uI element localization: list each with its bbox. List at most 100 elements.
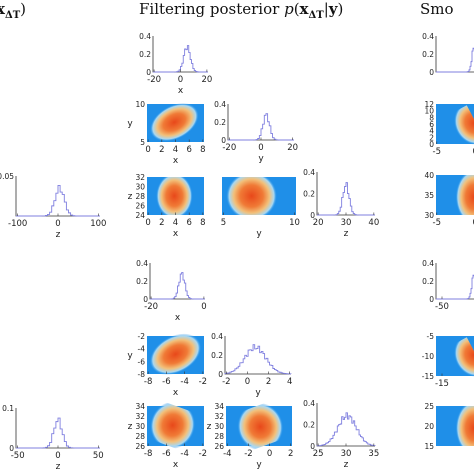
ytick-label-F2-yz: 32 xyxy=(214,412,224,421)
xtick-label-F1-x: 0 xyxy=(178,75,183,85)
ytick-label-F1-x: 0.2 xyxy=(139,50,151,59)
xtick-label-F1-yz: 10 xyxy=(289,218,300,228)
ytick-label-F2-z: 0 xyxy=(310,442,315,451)
ytick-label-S2-xy: -5 xyxy=(427,332,435,341)
xtick-label-L2-z: 0 xyxy=(55,451,60,461)
ytick-label-S2-x: 0 xyxy=(429,295,434,304)
xtick-label-F1-xz: 2 xyxy=(159,218,164,228)
histogram-F1-x xyxy=(153,45,208,73)
axes-F2-y xyxy=(224,336,291,375)
ytick-label-F1-xz: 26 xyxy=(135,202,145,211)
xtick-label-F1-x: 20 xyxy=(201,75,212,85)
axes-F1-z xyxy=(316,172,375,216)
xtick-label-F1-xz: 0 xyxy=(145,218,150,228)
ytick-label-S2-x: 0.4 xyxy=(422,259,434,268)
panel-S1-xz: -5 0 30 35 40 xyxy=(424,171,474,228)
xtick-label-F2-x: -20 xyxy=(144,302,158,312)
xtick-label-F1-xz: 6 xyxy=(186,218,191,228)
ytick-label-S2-xz: 15 xyxy=(424,442,434,451)
ytick-label-F1-z: 0 xyxy=(310,211,315,220)
ytick-label-F2-x: 0.2 xyxy=(136,277,148,286)
ytick-label-S1-xz: 30 xyxy=(424,211,434,220)
xtick-label-L1-z: -100 xyxy=(8,219,27,229)
xtick-label-S2-x: -50 xyxy=(435,302,449,312)
ytick-label-S1-xz: 35 xyxy=(424,191,434,200)
ytick-label-F2-xz: 34 xyxy=(135,402,145,411)
density-blob-F1-yz xyxy=(226,177,278,215)
xtick-label-F1-xy: 0 xyxy=(145,145,150,155)
ytick-label-F2-xy: -4 xyxy=(138,345,146,354)
ytick-label-F1-z: 0.4 xyxy=(303,168,315,177)
panel-F1-xy: 0 2 4 6 8 5 10 x y xyxy=(127,100,205,166)
density-blob-F1-xy xyxy=(149,103,199,142)
xtick-label-F1-xz: 4 xyxy=(173,218,178,228)
ytick-label-S1-xy: 0 xyxy=(429,140,434,149)
histogram-F1-y xyxy=(228,113,294,141)
ytick-label-S1-xy: 6 xyxy=(429,120,434,129)
ytick-label-F1-xz: 30 xyxy=(135,183,145,192)
xtick-label-F2-xy: -6 xyxy=(162,377,170,387)
ytick-label-S1-xy: 10 xyxy=(424,107,434,116)
xtick-label-L2-z: 50 xyxy=(93,451,104,461)
xtick-label-F1-xy: 8 xyxy=(200,145,205,155)
density-blob-S2-xz xyxy=(455,406,474,446)
xtick-label-F2-xy: -2 xyxy=(199,377,207,387)
ytick-label-F1-y: 0 xyxy=(221,136,226,145)
ytick-label-F2-xy: -8 xyxy=(138,370,146,379)
ylabel-F2-xz: z xyxy=(128,422,133,432)
panel-S1-xy: -50024681012 xyxy=(424,100,474,157)
ytick-label-F1-xy: 10 xyxy=(135,100,145,109)
panel-F2-x: -20 000.20.4x xyxy=(136,259,207,323)
xtick-label-F1-xy: 4 xyxy=(173,145,178,155)
panel-S2-xy: -15-15 -10 -5 xyxy=(422,332,474,389)
title-filtering-posterior: Filtering posterior p(xΔT|y) xyxy=(139,0,344,21)
histogram-F2-x xyxy=(150,272,205,300)
xtick-label-L2-z: -50 xyxy=(11,451,25,461)
ytick-label-S1-xy: 12 xyxy=(424,100,434,109)
ytick-label-S2-xy: -15 xyxy=(422,372,434,381)
panel-F2-z: 25 30 35 0 0.2 0.4 z xyxy=(303,399,379,470)
xtick-label-S1-xy: 0 xyxy=(472,147,474,157)
xtick-label-S2-xy: -15 xyxy=(435,379,449,389)
xtick-label-F1-xz: 8 xyxy=(200,218,205,228)
xlabel-F2-z: z xyxy=(344,460,349,470)
ytick-label-F2-y: 0.4 xyxy=(211,332,223,341)
histogram-F2-z xyxy=(316,412,376,447)
histogram-S1-x xyxy=(436,47,474,73)
ytick-label-F2-xz: 32 xyxy=(135,412,145,421)
ytick-label-S1-x: 0.4 xyxy=(422,32,434,41)
xtick-label-F1-z: 20 xyxy=(313,218,324,228)
xlabel-F2-yz: y xyxy=(256,460,262,470)
panel-F2-xy: -8 -6 -4 -2 -8 -6 -4 -2 x y xyxy=(127,332,207,398)
ytick-label-F2-y: 0.2 xyxy=(211,351,223,360)
title-left-fragment: xΔT) xyxy=(0,0,27,21)
xlabel-F2-xy: x xyxy=(173,388,179,398)
ytick-label-F1-xz: 28 xyxy=(135,192,145,201)
ytick-label-L2-z: 0.1 xyxy=(2,404,14,413)
xtick-label-F2-y: 2 xyxy=(266,377,271,387)
ytick-label-F1-xz: 32 xyxy=(135,173,145,182)
xtick-label-L1-z: 0 xyxy=(55,219,60,229)
xtick-label-F1-y: 0 xyxy=(258,143,263,153)
ytick-label-L1-z: 0.05 xyxy=(0,172,14,181)
ytick-label-S1-xy: 4 xyxy=(429,127,434,136)
xtick-label-F1-z: 30 xyxy=(341,218,352,228)
axes-F2-x xyxy=(149,263,205,300)
xlabel-F1-z: z xyxy=(344,229,349,239)
title-smoothing-fragment: Smo xyxy=(420,0,454,18)
ytick-label-F1-x: 0 xyxy=(146,68,151,77)
xtick-label-S1-xz: 0 xyxy=(472,218,474,228)
ytick-label-F2-yz: 28 xyxy=(214,432,224,441)
xtick-label-F1-yz: 5 xyxy=(221,218,226,228)
xlabel-F1-x: x xyxy=(178,86,184,96)
xtick-label-F1-y: 20 xyxy=(287,143,298,153)
xtick-label-F1-xy: 2 xyxy=(159,145,164,155)
xtick-label-F2-yz: 0 xyxy=(267,449,272,459)
density-blob-F2-xz xyxy=(150,401,196,450)
xtick-label-F2-y: 4 xyxy=(287,377,292,387)
ytick-label-F2-x: 0.4 xyxy=(136,259,148,268)
